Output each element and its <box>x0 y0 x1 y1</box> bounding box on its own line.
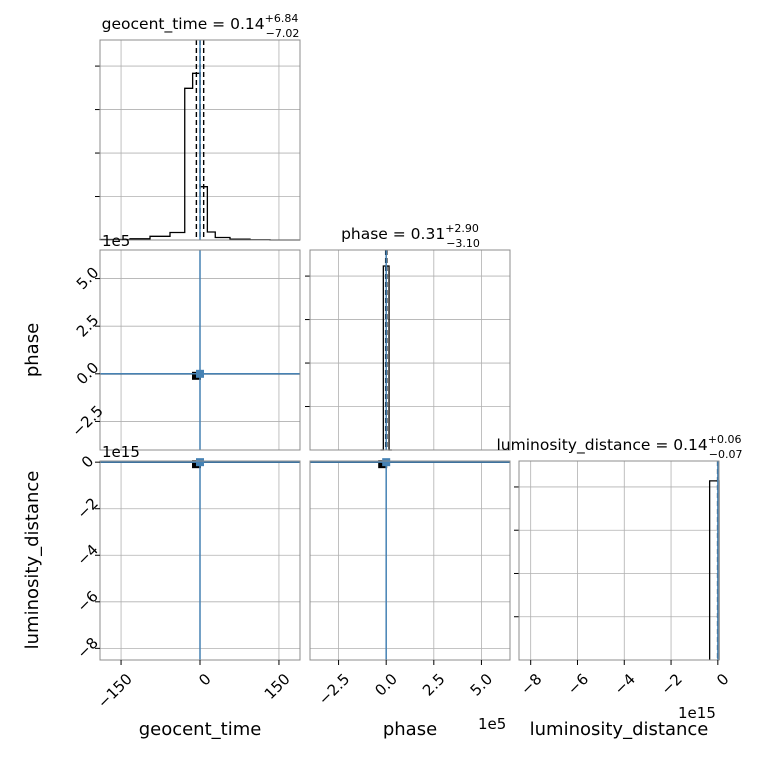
y-axis-label-luminosity_distance: luminosity_distance <box>22 471 43 650</box>
y-tick-label-luminosity_distance: −2 <box>73 494 101 522</box>
truth-marker <box>196 369 204 378</box>
x-tick-label-phase: 2.5 <box>419 670 449 700</box>
panel-frame <box>309 249 511 451</box>
x-tick-label-luminosity_distance: 0 <box>713 670 732 689</box>
truth-marker <box>196 458 204 467</box>
offset-text-luminosity_distance-x: 1e15 <box>678 704 716 722</box>
offset-text-phase-x: 1e5 <box>478 715 506 733</box>
scatter-panel-phase-vs-geocent_time <box>99 249 301 451</box>
truth-marker <box>382 458 391 467</box>
x-axis-label-geocent_time: geocent_time <box>139 719 262 740</box>
y-axis-label-phase: phase <box>22 323 43 377</box>
x-tick-label-phase: 0.0 <box>371 670 401 700</box>
y-tick-label-luminosity_distance: −6 <box>73 587 101 615</box>
x-tick-label-geocent_time: 150 <box>261 670 294 703</box>
y-tick-label-luminosity_distance: −8 <box>73 634 101 662</box>
x-tick-label-luminosity_distance: −4 <box>611 670 639 698</box>
y-tick-label-phase: 2.5 <box>73 311 103 341</box>
x-tick-label-geocent_time: 0 <box>195 670 214 689</box>
y-tick-label-luminosity_distance: 0 <box>78 452 97 471</box>
offset-text-luminosity_distance-y: 1e15 <box>102 443 140 461</box>
offset-text-phase-y: 1e5 <box>102 232 130 250</box>
y-tick-label-phase: 0.0 <box>73 359 103 389</box>
title-minus-phase: −3.10 <box>446 237 480 250</box>
title-luminosity_distance: luminosity_distance = 0.14+0.06 <box>497 433 742 455</box>
hist-panel-phase <box>305 249 511 451</box>
scatter-panel-luminosity_distance-vs-phase <box>309 458 511 661</box>
panel-frame <box>518 460 720 661</box>
y-tick-label-phase: 5.0 <box>73 263 103 293</box>
title-minus-luminosity_distance: −0.07 <box>709 448 743 461</box>
x-axis-label-phase: phase <box>383 719 437 740</box>
x-axis-label-luminosity_distance: luminosity_distance <box>530 719 709 740</box>
x-tick-label-phase: 5.0 <box>467 670 497 700</box>
x-tick-label-phase: −2.5 <box>315 670 353 708</box>
panel-frame <box>99 249 301 451</box>
title-phase: phase = 0.31+2.90 <box>341 222 479 243</box>
title-geocent_time: geocent_time = 0.14+6.84 <box>102 12 299 34</box>
hist-panel-geocent_time <box>95 39 301 241</box>
panel-frame <box>99 39 301 241</box>
x-tick-label-luminosity_distance: −8 <box>517 670 545 698</box>
y-tick-label-luminosity_distance: −4 <box>73 541 101 569</box>
x-tick-label-luminosity_distance: −6 <box>564 670 592 698</box>
scatter-panel-luminosity_distance-vs-geocent_time <box>99 458 301 661</box>
x-tick-label-luminosity_distance: −2 <box>657 670 685 698</box>
title-minus-geocent_time: −7.02 <box>266 27 300 40</box>
x-tick-label-geocent_time: −150 <box>94 670 136 712</box>
panel-frame <box>309 460 511 661</box>
hist-panel-luminosity_distance <box>514 460 720 661</box>
